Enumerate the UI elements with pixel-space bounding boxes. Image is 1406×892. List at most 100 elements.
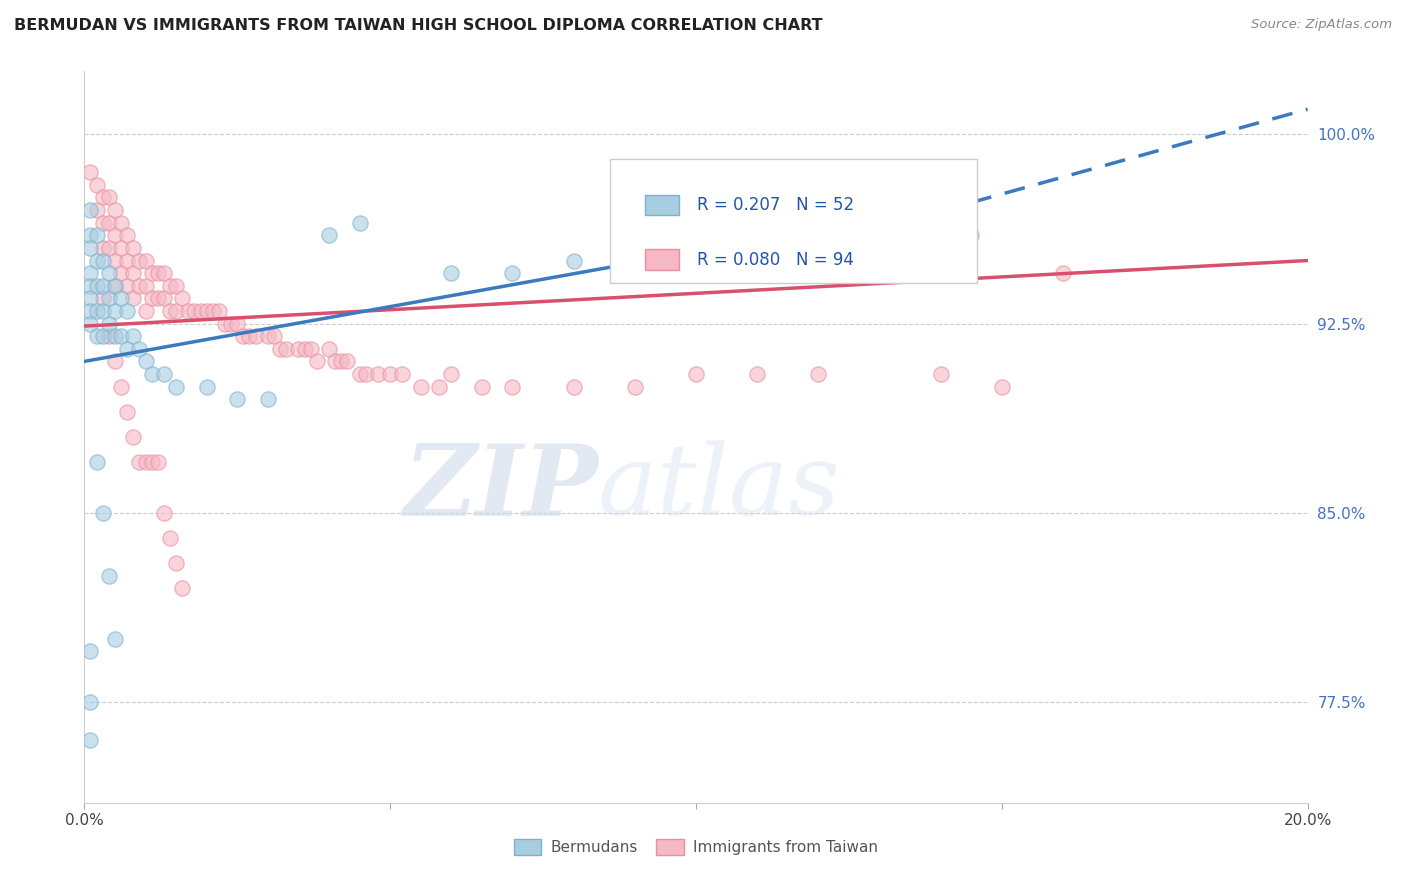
Point bbox=[1052, 266, 1074, 280]
Point bbox=[104, 304, 127, 318]
Point bbox=[91, 190, 114, 204]
Point bbox=[91, 304, 114, 318]
Point bbox=[349, 367, 371, 381]
Point bbox=[685, 367, 707, 381]
Point bbox=[367, 367, 389, 381]
Point bbox=[195, 304, 218, 318]
Point bbox=[232, 329, 254, 343]
Point bbox=[153, 506, 176, 520]
Text: R = 0.080   N = 94: R = 0.080 N = 94 bbox=[697, 251, 853, 268]
Point bbox=[208, 304, 231, 318]
Point bbox=[141, 266, 163, 280]
Point bbox=[115, 278, 138, 293]
Bar bbox=[644, 194, 679, 215]
Point bbox=[104, 354, 127, 368]
Point bbox=[869, 190, 891, 204]
Point bbox=[294, 342, 316, 356]
Point bbox=[97, 329, 120, 343]
Point bbox=[287, 342, 309, 356]
Legend: Bermudans, Immigrants from Taiwan: Bermudans, Immigrants from Taiwan bbox=[508, 833, 884, 861]
Point bbox=[104, 329, 127, 343]
Point bbox=[153, 367, 176, 381]
Point bbox=[502, 266, 524, 280]
Point bbox=[79, 732, 101, 747]
Point bbox=[440, 367, 463, 381]
Point bbox=[349, 216, 371, 230]
Point bbox=[86, 178, 108, 192]
Point bbox=[201, 304, 224, 318]
Point bbox=[336, 354, 359, 368]
Point bbox=[79, 317, 101, 331]
Point bbox=[122, 266, 145, 280]
Point bbox=[79, 241, 101, 255]
Point bbox=[79, 695, 101, 709]
Point bbox=[165, 304, 187, 318]
Point bbox=[79, 228, 101, 243]
Point bbox=[159, 304, 181, 318]
Point bbox=[747, 367, 769, 381]
Point bbox=[97, 216, 120, 230]
Point bbox=[86, 329, 108, 343]
Point bbox=[177, 304, 200, 318]
Point bbox=[269, 342, 291, 356]
Point bbox=[299, 342, 322, 356]
Point bbox=[115, 228, 138, 243]
Point bbox=[257, 329, 280, 343]
Point bbox=[104, 228, 127, 243]
Point bbox=[135, 354, 157, 368]
Point bbox=[135, 278, 157, 293]
Point bbox=[86, 253, 108, 268]
Point bbox=[159, 531, 181, 545]
Point bbox=[219, 317, 242, 331]
Point bbox=[79, 165, 101, 179]
Point bbox=[110, 291, 132, 305]
Point bbox=[104, 278, 127, 293]
Point bbox=[104, 203, 127, 218]
Point bbox=[91, 278, 114, 293]
Point bbox=[807, 241, 830, 255]
Point bbox=[122, 430, 145, 444]
Point bbox=[146, 455, 169, 469]
Point bbox=[146, 266, 169, 280]
Point bbox=[86, 304, 108, 318]
Point bbox=[128, 455, 150, 469]
Point bbox=[141, 367, 163, 381]
Point bbox=[929, 367, 952, 381]
Point bbox=[91, 329, 114, 343]
Point bbox=[276, 342, 298, 356]
Point bbox=[128, 278, 150, 293]
Point bbox=[122, 329, 145, 343]
Point bbox=[79, 304, 101, 318]
Point bbox=[165, 556, 187, 570]
Text: atlas: atlas bbox=[598, 441, 841, 536]
Point bbox=[226, 392, 249, 407]
Point bbox=[104, 632, 127, 646]
Point bbox=[79, 266, 101, 280]
Point bbox=[115, 405, 138, 419]
Point bbox=[79, 291, 101, 305]
Point bbox=[115, 304, 138, 318]
FancyBboxPatch shape bbox=[610, 159, 977, 284]
Point bbox=[97, 291, 120, 305]
Point bbox=[141, 291, 163, 305]
Point bbox=[128, 342, 150, 356]
Point bbox=[91, 216, 114, 230]
Bar bbox=[644, 250, 679, 270]
Point bbox=[97, 241, 120, 255]
Point bbox=[79, 644, 101, 658]
Point bbox=[86, 228, 108, 243]
Point bbox=[110, 379, 132, 393]
Point bbox=[104, 253, 127, 268]
Point bbox=[79, 203, 101, 218]
Point bbox=[195, 379, 218, 393]
Point bbox=[115, 253, 138, 268]
Point bbox=[427, 379, 450, 393]
Point bbox=[330, 354, 353, 368]
Point bbox=[354, 367, 377, 381]
Point bbox=[318, 342, 340, 356]
Point bbox=[318, 228, 340, 243]
Point bbox=[238, 329, 260, 343]
Point bbox=[115, 342, 138, 356]
Point bbox=[122, 291, 145, 305]
Point bbox=[159, 278, 181, 293]
